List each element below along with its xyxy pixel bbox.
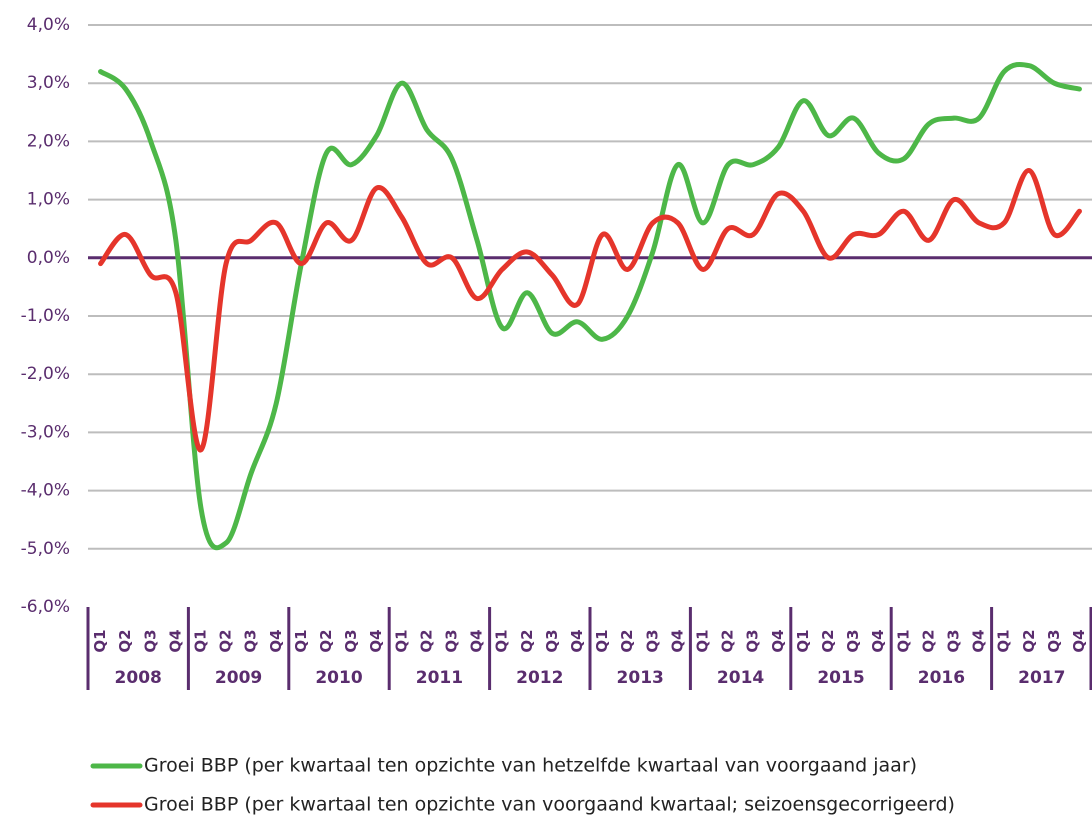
year-label: 2017	[1018, 668, 1065, 688]
y-tick-label: -1,0%	[21, 306, 70, 326]
x-tick-label: Q3	[342, 629, 360, 652]
y-tick-label: -6,0%	[21, 597, 70, 617]
year-label: 2009	[215, 668, 262, 688]
x-tick-label: Q4	[1070, 629, 1088, 652]
x-tick-label: Q3	[944, 629, 962, 652]
y-tick-label: -4,0%	[21, 481, 70, 501]
year-label: 2012	[516, 668, 563, 688]
x-tick-label: Q1	[794, 629, 812, 652]
x-tick-label: Q4	[769, 629, 787, 652]
line-series	[98, 61, 1082, 551]
year-label: 2014	[717, 668, 764, 688]
x-tick-label: Q1	[191, 629, 209, 652]
x-tick-label: Q2	[217, 629, 235, 652]
year-label: 2011	[416, 668, 463, 688]
year-label: 2015	[817, 668, 864, 688]
legend-label: Groei BBP (per kwartaal ten opzichte van…	[144, 755, 917, 777]
x-tick-label: Q3	[643, 629, 661, 652]
x-tick-label: Q2	[116, 629, 134, 652]
year-label: 2016	[918, 668, 965, 688]
x-tick-label: Q2	[518, 629, 536, 652]
x-tick-label: Q4	[970, 629, 988, 652]
x-tick-label: Q2	[317, 629, 335, 652]
x-tick-label: Q1	[493, 629, 511, 652]
y-tick-label: 3,0%	[27, 73, 70, 93]
x-tick-label: Q2	[417, 629, 435, 652]
x-tick-label: Q2	[919, 629, 937, 652]
x-tick-label: Q2	[819, 629, 837, 652]
x-tick-label: Q4	[568, 629, 586, 652]
y-tick-label: 2,0%	[27, 131, 70, 151]
x-tick-label: Q4	[869, 629, 887, 652]
legend-label: Groei BBP (per kwartaal ten opzichte van…	[144, 794, 955, 816]
x-tick-label: Q1	[894, 629, 912, 652]
y-tick-label: -3,0%	[21, 422, 70, 442]
x-tick-label: Q1	[693, 629, 711, 652]
x-tick-label: Q3	[141, 629, 159, 652]
x-tick-label: Q3	[1045, 629, 1063, 652]
y-tick-label: 4,0%	[27, 15, 70, 35]
x-tick-label: Q1	[292, 629, 310, 652]
x-tick-label: Q1	[392, 629, 410, 652]
year-label: 2013	[617, 668, 664, 688]
x-tick-label: Q2	[1020, 629, 1038, 652]
y-tick-label: 0,0%	[27, 248, 70, 268]
x-tick-label: Q3	[744, 629, 762, 652]
x-tick-label: Q3	[543, 629, 561, 652]
x-tick-label: Q4	[468, 629, 486, 652]
x-tick-label: Q4	[267, 629, 285, 652]
x-tick-label: Q2	[719, 629, 737, 652]
year-label: 2010	[315, 668, 362, 688]
x-tick-label: Q2	[618, 629, 636, 652]
x-tick-label: Q3	[442, 629, 460, 652]
y-tick-label: 1,0%	[27, 190, 70, 210]
x-tick-label: Q4	[668, 629, 686, 652]
y-tick-label: -5,0%	[21, 539, 70, 559]
x-tick-label: Q3	[844, 629, 862, 652]
y-tick-label: -2,0%	[21, 364, 70, 384]
x-tick-label: Q1	[593, 629, 611, 652]
line-series	[98, 168, 1082, 453]
x-tick-label: Q1	[995, 629, 1013, 652]
x-tick-label: Q3	[242, 629, 260, 652]
x-tick-label: Q1	[91, 629, 109, 652]
year-label: 2008	[115, 668, 162, 688]
x-tick-label: Q4	[367, 629, 385, 652]
x-tick-label: Q4	[166, 629, 184, 652]
